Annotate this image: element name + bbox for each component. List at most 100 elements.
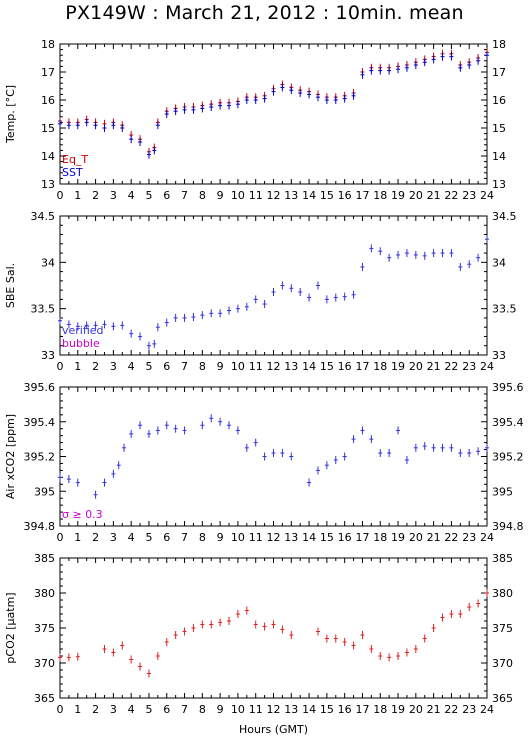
y-tick-label-right: 33 [492, 349, 506, 362]
x-tick-label: 20 [409, 360, 423, 373]
data-point-pco2 [413, 645, 418, 653]
x-tick-label: 6 [163, 189, 170, 202]
data-point-temperature [262, 94, 267, 103]
data-point-salinity [369, 244, 374, 253]
x-tick-label: 5 [145, 189, 152, 202]
x-tick-label: 11 [249, 360, 263, 373]
data-point-temperature [413, 61, 418, 69]
data-point-temperature [369, 66, 374, 75]
data-point-salinity [218, 309, 223, 318]
data-point-air-xco2 [235, 426, 240, 435]
data-point-air-xco2 [458, 449, 463, 458]
data-point-pco2 [387, 653, 392, 662]
figure-title: PX149W : March 21, 2012 : 10min. mean [65, 2, 464, 24]
data-point-pco2 [262, 622, 267, 631]
y-tick-label-left: 394.8 [24, 520, 56, 533]
x-tick-label: 18 [373, 703, 387, 716]
x-tick-label: 20 [409, 703, 423, 716]
data-point-temperature [102, 124, 107, 132]
y-axis-label: SBE Sal. [4, 263, 17, 308]
data-point-temperature [315, 93, 320, 102]
data-point-air-xco2 [307, 478, 312, 487]
data-point-salinity [227, 306, 232, 315]
data-point-temperature [298, 89, 303, 97]
data-point-air-xco2 [369, 435, 374, 444]
x-tick-label: 23 [462, 531, 476, 544]
x-tick-label: 3 [110, 189, 117, 202]
data-point-salinity [235, 304, 240, 313]
data-point-pco2 [396, 652, 401, 660]
x-tick-label: 23 [462, 703, 476, 716]
y-tick-label-right: 394.8 [492, 520, 524, 533]
x-tick-label: 9 [217, 360, 224, 373]
x-tick-label: 21 [427, 189, 441, 202]
x-tick-label: 5 [145, 703, 152, 716]
data-point-pco2 [235, 610, 240, 618]
data-point-air-xco2 [173, 424, 178, 433]
data-point-salinity [84, 321, 89, 330]
data-point-temperature [138, 138, 143, 146]
data-point-air-xco2 [271, 449, 276, 458]
data-point-temperature [387, 66, 392, 75]
data-point-pco2 [333, 634, 338, 643]
y-tick-label-right: 370 [492, 657, 513, 670]
data-point-pco2 [58, 653, 62, 662]
x-tick-label: 1 [74, 531, 81, 544]
data-point-air-xco2 [66, 475, 71, 484]
data-point-salinity [422, 251, 427, 260]
y-tick-label-left: 365 [34, 692, 55, 705]
data-point-pco2 [209, 620, 214, 629]
x-tick-label: 24 [480, 360, 494, 373]
data-point-air-xco2 [244, 443, 249, 452]
data-point-salinity [324, 295, 329, 304]
y-tick-label-left: 395 [34, 485, 55, 498]
data-point-temperature [485, 51, 489, 60]
data-point-air-xco2 [227, 421, 232, 430]
x-tick-label: 8 [199, 531, 206, 544]
data-point-temperature [58, 119, 62, 128]
data-point-salinity [66, 320, 71, 329]
x-tick-label: 6 [163, 703, 170, 716]
y-tick-label-left: 370 [34, 657, 55, 670]
data-point-salinity [342, 292, 347, 301]
data-point-temperature [173, 107, 178, 116]
y-tick-label-right: 34.5 [492, 210, 517, 223]
data-point-salinity [307, 293, 312, 302]
data-point-pco2 [404, 648, 409, 657]
data-point-pco2 [253, 620, 258, 629]
x-tick-label: 17 [355, 703, 369, 716]
data-point-salinity [351, 290, 356, 299]
data-point-salinity [93, 321, 98, 330]
x-tick-label: 23 [462, 189, 476, 202]
x-tick-label: 2 [92, 189, 99, 202]
data-point-temperature [191, 105, 196, 114]
x-tick-label: 17 [355, 189, 369, 202]
x-tick-label: 18 [373, 189, 387, 202]
data-point-air-xco2 [209, 414, 214, 423]
x-tick-label: 5 [145, 531, 152, 544]
data-point-temperature [182, 105, 187, 114]
data-point-temperature [360, 70, 365, 79]
x-tick-label: 0 [57, 703, 64, 716]
y-tick-label-right: 18 [492, 38, 506, 51]
y-tick-label-left: 13 [41, 178, 55, 191]
y-tick-label-left: 18 [41, 38, 55, 51]
data-point-temperature [146, 150, 151, 159]
y-tick-label-right: 385 [492, 552, 513, 565]
x-tick-label: 22 [444, 703, 458, 716]
data-point-salinity [75, 322, 80, 331]
x-tick-label: 11 [249, 703, 263, 716]
data-point-pco2 [138, 662, 143, 671]
data-point-salinity [191, 313, 196, 322]
data-point-air-xco2 [280, 449, 285, 458]
data-point-salinity [476, 253, 481, 262]
data-point-air-xco2 [253, 438, 258, 447]
x-tick-label: 15 [320, 531, 334, 544]
x-tick-label: 21 [427, 703, 441, 716]
x-tick-label: 15 [320, 703, 334, 716]
data-point-temperature [218, 101, 223, 110]
data-point-pco2 [146, 669, 151, 678]
data-point-air-xco2 [324, 461, 329, 470]
data-point-pco2 [280, 625, 285, 634]
data-point-pco2 [476, 599, 481, 608]
